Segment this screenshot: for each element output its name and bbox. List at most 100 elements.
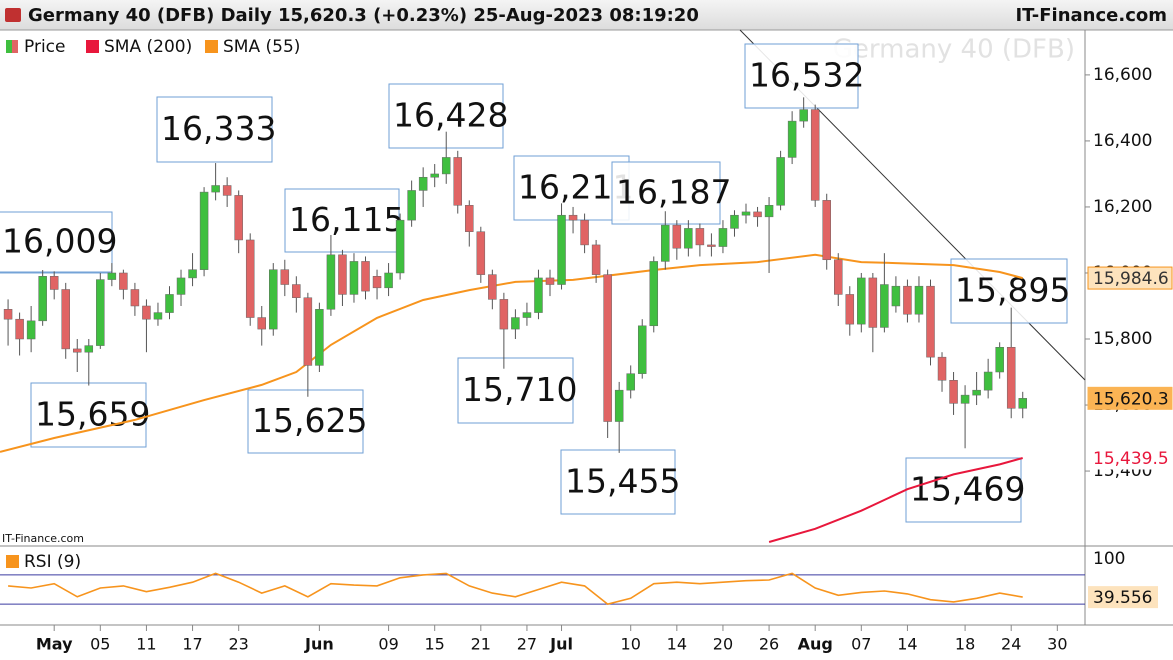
y-tick-label: 15,800 (1093, 329, 1152, 349)
candle-body (926, 285, 935, 358)
candle-body (453, 157, 463, 206)
annotation: 16,428 (393, 96, 508, 135)
legend-swatch (205, 40, 218, 53)
annotation-box (611, 161, 721, 225)
candle-body (222, 185, 232, 196)
candle-body (995, 347, 1004, 373)
annotation: 16,009 (2, 222, 117, 261)
candle-body (257, 317, 266, 330)
candle-body (199, 191, 209, 270)
candle-body (1018, 398, 1027, 409)
legend-swatch (6, 555, 19, 568)
candle-body (672, 224, 682, 249)
candle-body (776, 157, 785, 206)
price-tags: 15,984.6 15,439.5 15,620.3 39.556 (1087, 266, 1173, 609)
annotation: 15,659 (35, 395, 150, 434)
x-tick-label: 10 (621, 635, 641, 654)
candle-body (557, 214, 566, 285)
source: IT-Finance.com (2, 532, 84, 545)
candle-body (868, 277, 878, 328)
annotation-box (247, 389, 364, 454)
candle-body (983, 371, 993, 391)
candle-body (891, 285, 901, 307)
candle-body (488, 274, 497, 300)
candle-body (211, 185, 220, 193)
annotation-box (744, 43, 859, 109)
candle-body (142, 305, 151, 320)
annotation-box (457, 357, 574, 424)
candle-body (361, 261, 370, 292)
x-tick-label: 07 (851, 635, 871, 654)
candle-body (707, 244, 716, 247)
candle-body (119, 272, 128, 290)
candle-body (580, 219, 589, 246)
x-tick-label: 05 (90, 635, 110, 654)
candle-body (972, 389, 981, 396)
candle-body (107, 272, 117, 280)
brand: IT-Finance.com (1015, 5, 1167, 26)
annotation-box (560, 449, 676, 515)
candle-body (730, 214, 739, 229)
legend-swatch (6, 40, 12, 53)
y-tick-label: 16,600 (1093, 65, 1152, 85)
x-tick-label: Jul (549, 635, 573, 654)
legend-label: SMA (200) (104, 37, 192, 57)
candle-body (430, 173, 439, 178)
header-icon (5, 8, 21, 22)
candle-body (810, 109, 820, 201)
candle-body (914, 285, 924, 315)
candle-body (845, 294, 855, 325)
candle-body (130, 289, 140, 307)
legend-label: SMA (55) (223, 37, 300, 57)
candle-body (349, 261, 359, 295)
candle-body (684, 228, 693, 249)
candle-body (764, 205, 774, 218)
price-tag: 15,439.5 (1093, 449, 1169, 469)
candle-body (61, 289, 70, 350)
candle-body (753, 211, 762, 218)
annotation: 15,455 (565, 462, 680, 501)
candle-body (153, 312, 163, 320)
candle-body (441, 157, 451, 175)
legend-swatch (86, 40, 99, 53)
candle-body (591, 244, 601, 275)
annotation: 16,333 (161, 109, 276, 148)
line (768, 457, 1023, 543)
annotation: 16,115 (289, 200, 404, 239)
x-tick-label: May (36, 635, 73, 654)
x-tick-label: 11 (136, 635, 156, 654)
candle-body (234, 195, 243, 241)
candle-body (315, 309, 324, 366)
watermark: Germany 40 (DFB) (833, 35, 1075, 65)
x-tick-label: 27 (517, 635, 537, 654)
candle-body (372, 276, 382, 289)
header-bar (0, 0, 1173, 30)
x-tick-label: 26 (759, 635, 779, 654)
candle-body (303, 297, 313, 366)
annotation: 16,187 (616, 173, 731, 212)
candle-body (26, 320, 36, 340)
candle-body (614, 389, 624, 422)
candle-body (407, 190, 416, 221)
x-tick-label: 17 (182, 635, 202, 654)
candle-body (418, 176, 428, 191)
annotation: 15,710 (462, 370, 577, 409)
annotation-box (0, 211, 113, 273)
candle-body (741, 211, 751, 216)
rsi-tag: 39.556 (1093, 588, 1152, 608)
candle-body (534, 277, 543, 313)
x-tick-label: Jun (304, 635, 334, 654)
annotation-box (156, 96, 273, 163)
x-tick-label: 18 (955, 635, 975, 654)
candle-body (822, 200, 831, 261)
candle-body (73, 348, 82, 353)
candle-body (626, 373, 635, 391)
candle-body (499, 299, 509, 330)
candle-body (649, 261, 659, 327)
candle-body (1006, 347, 1016, 409)
candle-body (787, 120, 797, 158)
legend: Price SMA (200) SMA (55) RSI (9) (6, 37, 300, 572)
x-tick-label: 09 (378, 635, 398, 654)
